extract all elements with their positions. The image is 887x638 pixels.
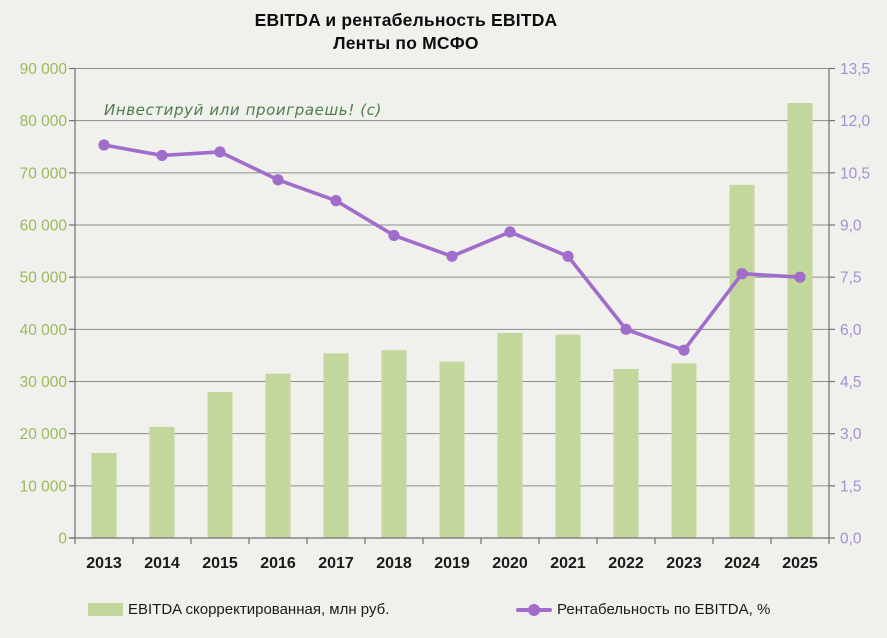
x-axis-label: 2022 — [608, 555, 644, 572]
margin-point — [214, 146, 226, 158]
ebitda-bar — [381, 350, 407, 538]
left-axis-label: 70 000 — [20, 165, 68, 182]
margin-point — [330, 195, 342, 207]
margin-point — [504, 226, 516, 238]
ebitda-bar — [497, 332, 523, 538]
right-axis-label: 0,0 — [840, 531, 862, 548]
right-axis-label: 10,5 — [840, 165, 870, 182]
legend-item-margin: Рентабельность по EBITDA, % — [516, 600, 770, 619]
x-axis-label: 2018 — [376, 555, 412, 572]
legend-item-ebitda: EBITDA скорректированная, млн руб. — [88, 600, 389, 619]
x-axis-label: 2025 — [782, 555, 818, 572]
ebitda-bar — [91, 452, 117, 538]
right-axis-label: 12,0 — [840, 113, 871, 130]
right-axis-label: 6,0 — [840, 322, 862, 339]
margin-point — [794, 271, 806, 283]
right-axis-label: 9,0 — [840, 218, 862, 235]
watermark-text: Инвестируй или проиграешь! (с) — [104, 101, 382, 119]
left-axis-label: 30 000 — [20, 374, 68, 391]
margin-line — [102, 143, 802, 353]
margin-point — [156, 149, 168, 162]
ebitda-bar — [613, 368, 639, 538]
margin-point — [736, 268, 748, 280]
margin-point — [98, 139, 110, 151]
x-axis-label: 2023 — [666, 555, 702, 572]
right-axis-label: 7,5 — [840, 270, 862, 287]
left-axis-label: 10 000 — [20, 478, 68, 495]
chart-title-line1: EBITDA и рентабельность EBITDA — [254, 10, 558, 30]
margin-point — [388, 229, 400, 242]
margin-point — [678, 344, 690, 356]
margin-point — [620, 323, 632, 335]
left-axis-label: 80 000 — [20, 113, 68, 130]
x-axis-label: 2021 — [550, 555, 586, 572]
line-series-swatch — [516, 603, 552, 616]
ebitda-bar — [207, 391, 233, 538]
left-axis-label: 0 — [58, 531, 67, 548]
legend-label-ebitda: EBITDA скорректированная, млн руб. — [128, 601, 390, 618]
legend-label-margin: Рентабельность по EBITDA, % — [557, 601, 771, 618]
x-axis-label: 2020 — [492, 555, 528, 572]
chart-title: EBITDA и рентабельность EBITDA Ленты по … — [0, 9, 812, 55]
ebitda-bar — [787, 102, 813, 539]
x-axis-label: 2019 — [434, 555, 470, 572]
left-axis-label: 40 000 — [20, 322, 68, 339]
chart-title-line2: Ленты по МСФО — [333, 33, 479, 53]
x-axis-label: 2016 — [260, 555, 296, 572]
x-axis-label: 2015 — [202, 555, 238, 572]
ebitda-bar — [265, 373, 291, 538]
line-swatch-marker — [528, 603, 540, 616]
left-axis-label: 60 000 — [20, 218, 68, 235]
left-axis-label: 90 000 — [20, 61, 68, 78]
left-axis-label: 50 000 — [20, 270, 68, 287]
ebitda-bar — [149, 426, 175, 538]
margin-point — [446, 250, 458, 262]
right-axis-label: 1,5 — [840, 478, 862, 495]
right-axis-label: 3,0 — [840, 426, 862, 443]
ebitda-bar — [323, 353, 349, 538]
x-axis-label: 2013 — [86, 555, 122, 572]
margin-point — [562, 250, 574, 262]
left-axis-label: 20 000 — [20, 426, 68, 443]
margin-point — [272, 174, 284, 186]
x-axis-label: 2024 — [724, 555, 760, 572]
x-axis-label: 2017 — [318, 555, 354, 572]
bar-series-swatch — [88, 603, 123, 616]
right-axis-label: 4,5 — [840, 374, 862, 391]
ebitda-bar — [439, 361, 465, 538]
ebitda-bar — [555, 334, 581, 538]
ebitda-bar — [671, 363, 697, 538]
right-axis-label: 13,5 — [840, 61, 870, 78]
x-axis-label: 2014 — [144, 555, 180, 572]
ebitda-bar — [729, 184, 755, 538]
